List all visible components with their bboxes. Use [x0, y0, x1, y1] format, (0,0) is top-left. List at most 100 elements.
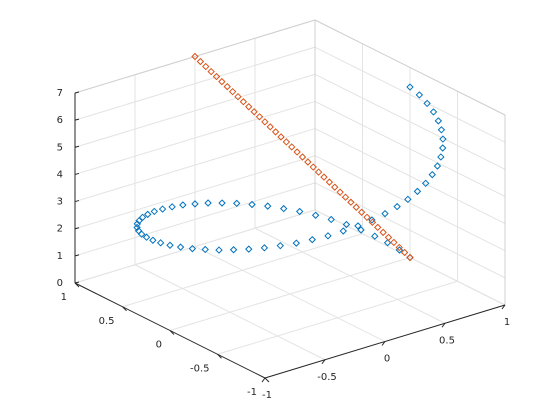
marker — [288, 143, 296, 151]
x-tick-label: 1 — [504, 317, 510, 328]
grid-line — [74, 46, 316, 121]
grid-line — [74, 182, 316, 257]
marker — [336, 188, 344, 196]
grid-line — [217, 280, 458, 355]
marker — [277, 133, 285, 141]
marker — [357, 208, 366, 216]
marker — [439, 135, 447, 143]
marker — [429, 108, 438, 116]
marker — [292, 239, 301, 247]
z-tick-label: 3 — [57, 197, 63, 208]
grid-line — [122, 233, 363, 308]
marker — [298, 153, 307, 161]
marker — [381, 209, 389, 218]
marker — [250, 108, 258, 116]
marker — [137, 230, 146, 238]
marker — [383, 239, 392, 247]
marker — [218, 199, 226, 207]
marker — [324, 232, 332, 240]
marker — [176, 243, 185, 251]
y-tick — [169, 330, 175, 335]
marker — [188, 244, 197, 253]
marker — [144, 210, 152, 219]
x-tick-label: -0.5 — [317, 372, 337, 383]
marker — [393, 202, 401, 211]
marker — [233, 199, 241, 208]
marker — [352, 203, 360, 211]
marker — [314, 168, 323, 176]
y-tick — [122, 306, 127, 312]
marker — [368, 216, 376, 224]
marker — [341, 193, 350, 201]
marker — [248, 200, 256, 209]
marker — [423, 99, 431, 108]
marker — [215, 246, 223, 254]
marker — [245, 103, 253, 111]
marker — [260, 244, 269, 252]
marker — [368, 218, 377, 227]
marker — [295, 207, 304, 216]
marker — [191, 52, 199, 61]
z-tick — [74, 200, 80, 203]
grid-line — [314, 209, 506, 306]
marker — [179, 201, 187, 209]
marker — [196, 57, 205, 66]
grid-line — [74, 100, 316, 175]
marker — [400, 248, 409, 257]
grid-line — [74, 73, 316, 148]
marker — [384, 233, 393, 242]
y-tick-label: 0.5 — [99, 316, 115, 327]
marker — [339, 227, 347, 235]
marker — [202, 62, 210, 71]
marker — [363, 213, 371, 222]
marker — [395, 243, 403, 252]
marker — [245, 245, 253, 253]
marker — [204, 199, 212, 207]
marker — [428, 170, 436, 179]
y-tick-label: 0 — [156, 340, 162, 351]
z-tick — [74, 118, 80, 121]
z-tick-label: 6 — [57, 115, 63, 126]
marker — [406, 83, 414, 91]
z-tick-label: 4 — [57, 169, 63, 180]
grid-line — [74, 209, 316, 284]
x-tick-label: 0.5 — [439, 335, 455, 346]
marker — [158, 205, 167, 213]
marker — [255, 113, 264, 121]
box-edge — [74, 19, 316, 94]
z-tick — [74, 145, 80, 148]
marker — [149, 236, 157, 244]
marker — [311, 211, 320, 219]
marker — [133, 220, 141, 228]
marker — [282, 138, 291, 146]
marker — [261, 118, 269, 126]
marker — [279, 204, 288, 213]
marker — [320, 173, 328, 181]
grid-line — [314, 155, 506, 252]
marker — [133, 223, 141, 232]
y-tick — [264, 377, 270, 383]
marker — [138, 213, 147, 222]
y-tick — [217, 353, 222, 359]
marker — [304, 158, 312, 166]
y-tick-label: 1 — [61, 292, 67, 303]
marker — [266, 123, 274, 131]
x-tick-label: 0 — [384, 354, 390, 365]
marker — [374, 223, 382, 232]
z-tick — [74, 254, 80, 257]
marker — [239, 98, 248, 106]
marker — [150, 207, 159, 216]
marker — [309, 163, 317, 171]
marker — [439, 144, 447, 152]
x-tick — [261, 377, 266, 383]
marker — [142, 233, 151, 241]
marker — [168, 203, 176, 211]
marker — [390, 238, 398, 247]
marker — [437, 126, 446, 134]
marker — [135, 216, 143, 225]
marker — [207, 67, 215, 76]
marker — [271, 128, 280, 136]
marker — [354, 222, 362, 230]
marker — [191, 200, 199, 208]
